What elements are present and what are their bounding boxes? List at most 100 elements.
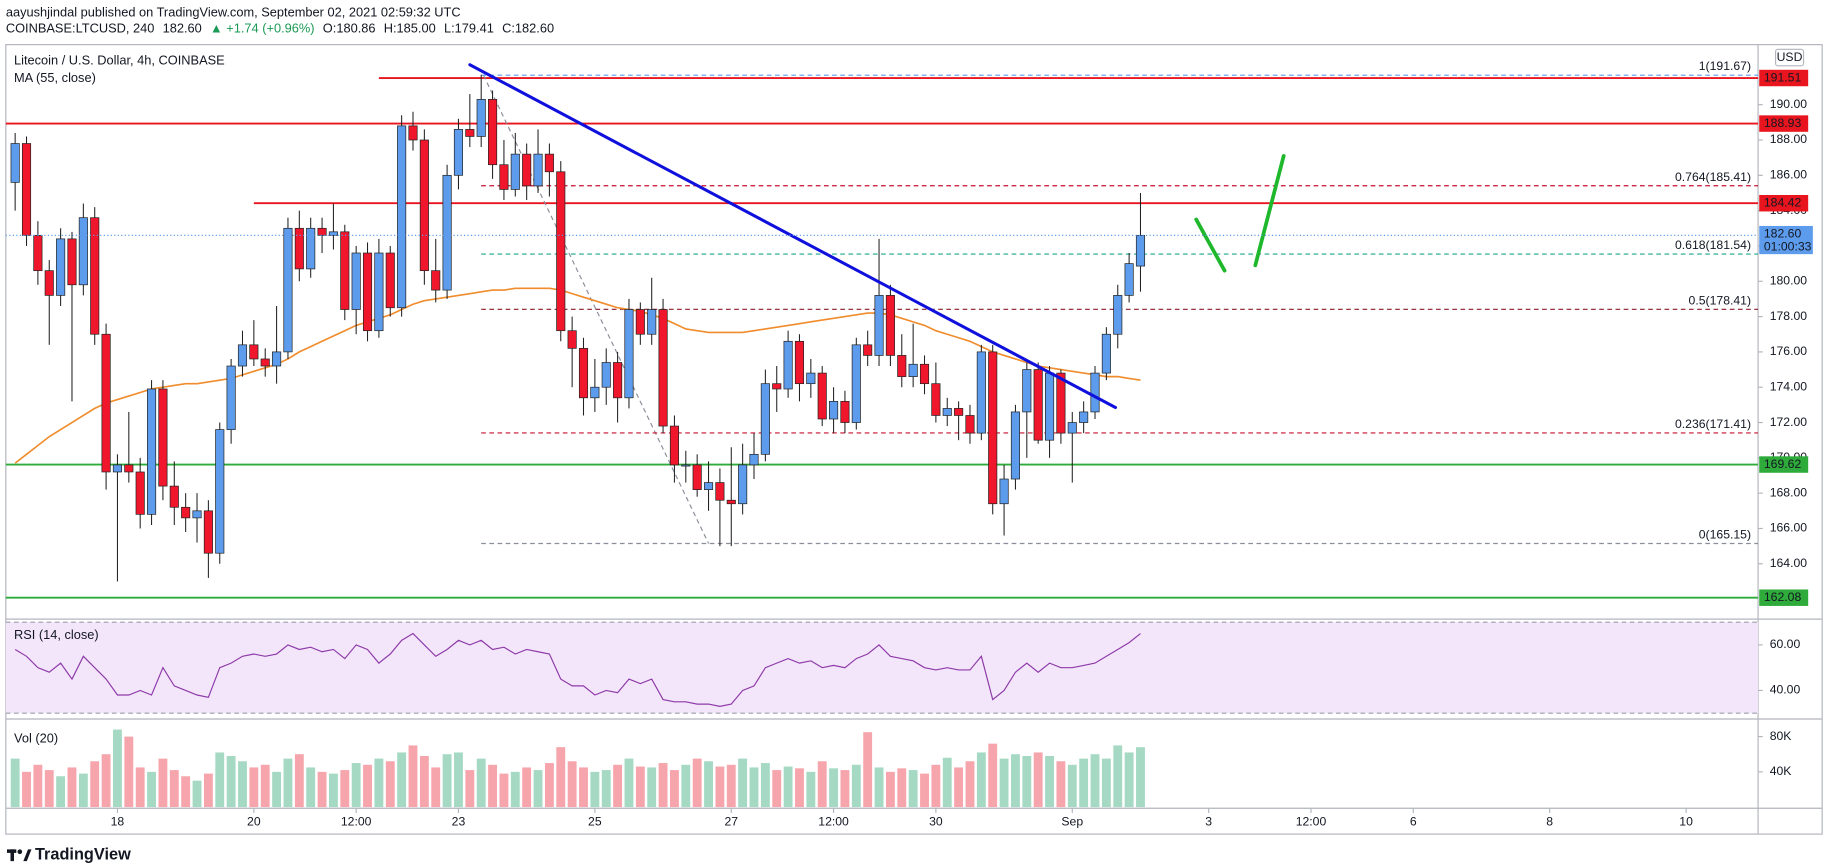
volume-bar (328, 773, 338, 808)
candle-body (931, 383, 941, 416)
volume-bar (1067, 764, 1077, 808)
candle-body (283, 227, 293, 353)
last-price: 182.60 (163, 21, 202, 36)
candle-body (1135, 234, 1146, 267)
high: H:185.00 (384, 21, 436, 36)
ma-legend: MA (55, close) (14, 70, 96, 85)
volume-bar (613, 764, 623, 808)
candle-body (692, 464, 702, 490)
candle-body (442, 174, 452, 291)
close: C:182.60 (502, 21, 554, 36)
volume-bar (1136, 747, 1145, 808)
y-tick-label: 186.00 (1770, 168, 1808, 182)
volume-bar (294, 754, 304, 808)
candle-body (1010, 411, 1020, 480)
level-label-box (1759, 456, 1809, 473)
currency-box (1774, 48, 1805, 67)
candle-body (590, 386, 600, 399)
candle-body (181, 506, 191, 519)
volume-bar (101, 754, 111, 808)
candle-body (362, 252, 373, 332)
volume-bar (272, 771, 282, 808)
volume-bar (988, 743, 998, 808)
volume-bar (10, 758, 20, 808)
volume-bar (670, 770, 679, 808)
candle-body (67, 238, 77, 286)
candle-body (613, 362, 623, 399)
volume-bar (226, 755, 236, 808)
brand: TradingView (35, 846, 131, 864)
candle-body (772, 383, 782, 390)
candle-body (1124, 263, 1134, 296)
volume-bar (113, 729, 122, 808)
candle-body (681, 464, 691, 467)
x-tick-label: 10 (1679, 815, 1693, 829)
volume-tick-label: 40K (1770, 764, 1793, 778)
candle-body (806, 372, 816, 385)
volume-bar (283, 758, 293, 808)
candle-body (1101, 333, 1111, 374)
candle-body (1056, 372, 1066, 434)
candle-body (965, 415, 975, 434)
candle-body (249, 344, 259, 360)
candle-body (397, 125, 407, 309)
volume-bar (908, 770, 918, 808)
fib-label: 0.764(185.41) (1675, 170, 1751, 184)
candle-body (601, 362, 611, 388)
volume-bar (238, 761, 247, 808)
candle-body (817, 372, 827, 420)
projection-stroke (1194, 217, 1227, 273)
y-tick-label: 172.00 (1770, 415, 1808, 429)
rsi-legend: RSI (14, close) (14, 627, 99, 642)
volume-bar (385, 761, 395, 808)
volume-bar (249, 767, 259, 808)
candle-body (635, 309, 645, 335)
level-label: 162.08 (1764, 590, 1802, 604)
x-tick-label: 30 (929, 815, 943, 829)
candle-body (715, 482, 725, 501)
volume-bar (306, 767, 316, 808)
level-label-box (1759, 115, 1809, 132)
volume-bar (1011, 754, 1020, 808)
level-label: 188.93 (1764, 116, 1802, 130)
candle-body (147, 388, 157, 515)
x-tick-label: 18 (111, 815, 125, 829)
volume-bar (749, 767, 759, 808)
candle-body (10, 143, 20, 183)
trendline (468, 63, 1117, 410)
x-tick-label: Sep (1061, 815, 1083, 829)
y-tick-label: 176.00 (1770, 344, 1808, 358)
change: ▲ +1.74 (+0.96%) (210, 21, 315, 36)
volume-bar (124, 736, 134, 808)
volume-bar (954, 767, 964, 808)
x-tick-label: 12:00 (818, 815, 849, 829)
level-label-box (1759, 69, 1809, 87)
volume-bar (510, 771, 520, 808)
candle-body (726, 499, 736, 505)
volume-bar (817, 761, 827, 808)
candle-body (306, 227, 316, 270)
candle-body (567, 330, 577, 349)
volume-bar (340, 770, 350, 808)
fib-label: 0.618(181.54) (1675, 238, 1751, 252)
currency: USD (1777, 50, 1803, 64)
candle-body (829, 400, 839, 420)
candle-body (874, 295, 884, 356)
candle-body (21, 143, 32, 236)
candle-body (453, 129, 464, 176)
volume-bar (44, 770, 54, 808)
candle-body (476, 99, 486, 137)
volume-bar (533, 770, 543, 808)
x-tick-label: 12:00 (1296, 815, 1327, 829)
volume-bar (920, 773, 929, 808)
candle-body (351, 252, 361, 310)
symbol: COINBASE:LTCUSD, 240 (6, 21, 155, 36)
candle-body (192, 510, 202, 519)
volume-bar (215, 752, 225, 808)
candle-body (272, 351, 282, 367)
frame (5, 44, 1823, 835)
candle-body (988, 351, 998, 505)
candle-body (1113, 295, 1123, 335)
plot-layer: 164.00166.00168.00170.00172.00174.00176.… (5, 59, 1813, 829)
level-label: 184.42 (1764, 195, 1802, 209)
